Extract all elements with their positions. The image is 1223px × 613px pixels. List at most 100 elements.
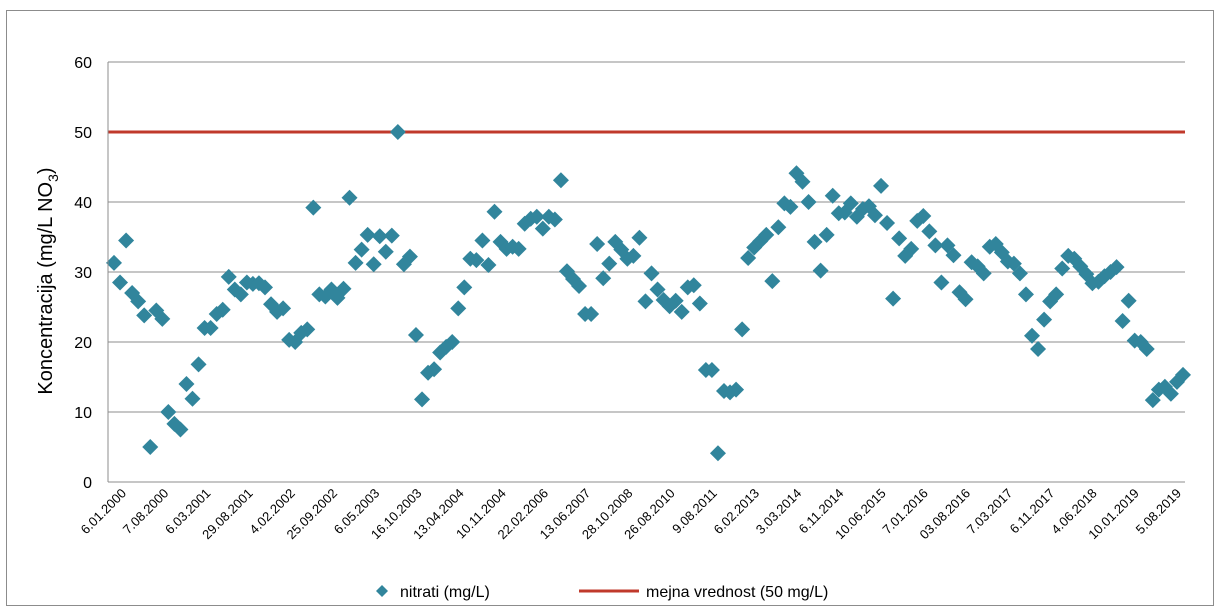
data-point [407, 327, 424, 343]
y-tick-label: 50 [74, 125, 92, 142]
data-point [426, 361, 443, 378]
data-point [975, 265, 992, 282]
data-point [879, 215, 896, 231]
data-point [625, 247, 642, 264]
data-point [1054, 260, 1071, 277]
data-point [305, 199, 322, 216]
legend-marker-nitrati [376, 585, 388, 597]
data-point [371, 228, 388, 245]
data-point [335, 280, 352, 297]
data-point [1144, 392, 1161, 409]
data-point [510, 240, 527, 257]
data-point [643, 265, 660, 282]
x-tick-label: 7.03.2017 [964, 486, 1016, 538]
data-point [444, 334, 461, 350]
data-point [915, 208, 932, 224]
data-point [1138, 341, 1155, 357]
data-point [214, 301, 231, 318]
data-point [1048, 286, 1065, 303]
data-point [885, 290, 902, 307]
data-point [534, 220, 551, 237]
legend-label-nitrati: nitrati (mg/L) [400, 584, 490, 601]
data-point [637, 293, 654, 310]
y-axis-title: Koncentracija (mg/L NO3) [35, 167, 61, 394]
data-point [142, 439, 159, 455]
data-point [184, 390, 201, 407]
data-point [734, 321, 751, 338]
data-point [824, 187, 841, 204]
data-point [631, 229, 648, 246]
data-point [389, 124, 406, 140]
data-points [106, 124, 1191, 462]
y-tick-labels: 0 10 20 30 40 50 60 [74, 55, 92, 492]
y-tick-label: 20 [74, 335, 92, 352]
data-point [1036, 311, 1053, 328]
data-point [649, 281, 666, 298]
data-point [450, 300, 467, 317]
data-point [782, 198, 799, 215]
data-point [383, 227, 400, 244]
data-point [220, 268, 237, 285]
data-point [1114, 313, 1131, 329]
data-point [365, 256, 382, 273]
data-point [1017, 286, 1034, 303]
data-point [1011, 265, 1028, 282]
data-point [842, 195, 859, 212]
data-point [154, 310, 171, 327]
data-point [112, 274, 129, 291]
data-point [232, 286, 249, 303]
data-point [770, 219, 787, 236]
data-point [601, 255, 618, 272]
x-tick-label: 3.03.2014 [753, 486, 805, 538]
data-point [468, 252, 485, 269]
data-point [812, 262, 829, 279]
data-point [933, 274, 950, 291]
data-point [1030, 341, 1047, 357]
data-point [866, 207, 883, 224]
data-point [401, 248, 418, 265]
data-point [709, 445, 726, 462]
data-point [377, 243, 394, 260]
data-point [1120, 292, 1137, 309]
axes [107, 62, 1185, 483]
data-point [1108, 259, 1125, 276]
data-point [130, 293, 147, 310]
data-point [456, 279, 473, 296]
data-point [589, 236, 606, 252]
data-point [794, 173, 811, 190]
data-point [1162, 385, 1179, 402]
data-point [528, 208, 545, 225]
data-point [202, 320, 219, 336]
x-tick-labels: 6.01.20007.08.20006.03.200129.08.20014.0… [78, 486, 1185, 543]
legend-label-limit: mejna vrednost (50 mg/L) [646, 584, 828, 601]
y-tick-label: 10 [74, 405, 92, 422]
data-point [359, 226, 376, 243]
data-point [945, 247, 962, 264]
data-point [414, 391, 431, 408]
y-tick-label: 30 [74, 265, 92, 282]
legend: nitrati (mg/L) mejna vrednost (50 mg/L) [376, 584, 828, 601]
data-point [1175, 366, 1191, 383]
data-point [903, 240, 920, 257]
data-point [106, 254, 122, 271]
data-point [474, 232, 491, 249]
data-point [190, 356, 207, 373]
data-point [256, 279, 273, 296]
x-tick-label: 5.08.2019 [1133, 486, 1185, 538]
data-point [353, 241, 370, 258]
data-point [667, 292, 684, 309]
data-point [619, 250, 636, 267]
data-point [764, 273, 781, 290]
data-point [1024, 327, 1041, 344]
data-point [275, 300, 292, 317]
data-point [685, 277, 702, 294]
y-tick-label: 40 [74, 195, 92, 212]
data-point [728, 381, 745, 398]
data-point [691, 295, 708, 312]
data-point [740, 250, 757, 266]
data-point [178, 376, 195, 392]
data-point [927, 237, 944, 254]
data-point [546, 211, 563, 228]
data-point [758, 226, 775, 243]
data-point [480, 257, 497, 273]
